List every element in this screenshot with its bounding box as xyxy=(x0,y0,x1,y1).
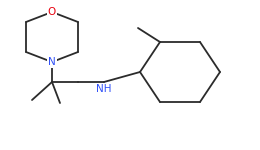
Text: NH: NH xyxy=(96,84,112,94)
Text: N: N xyxy=(48,57,56,67)
Text: O: O xyxy=(48,7,56,17)
